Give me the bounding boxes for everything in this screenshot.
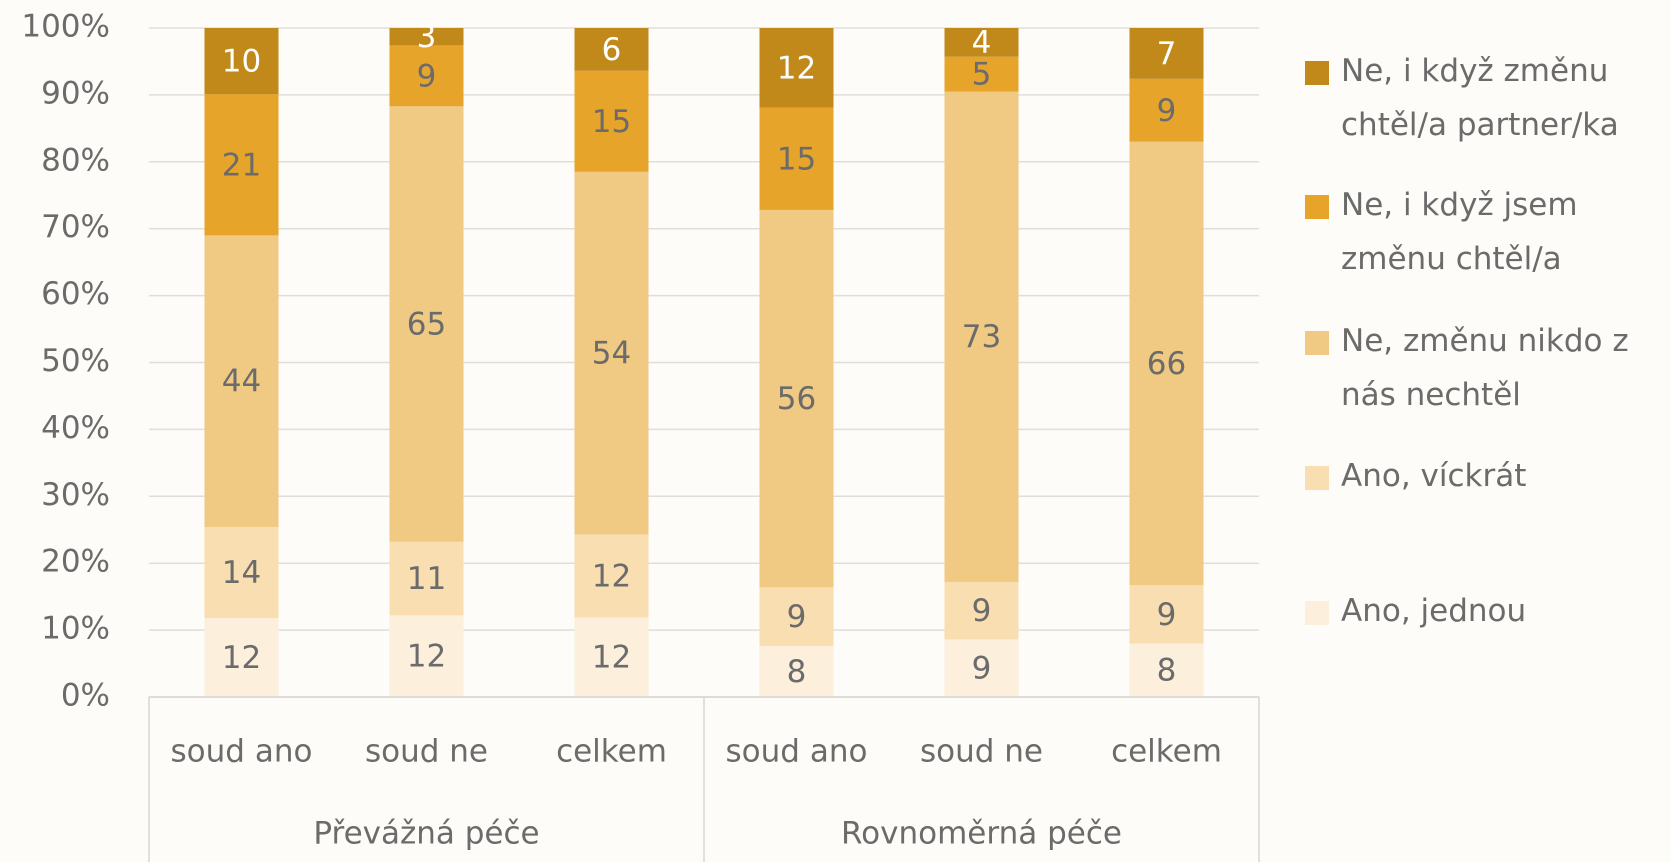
bar-segment (389, 45, 464, 107)
bar-segment (1129, 643, 1204, 697)
data-label: 3 (417, 19, 437, 55)
bar-segment (389, 106, 464, 542)
bar-segment (944, 28, 1019, 57)
y-tick-label: 80% (41, 142, 110, 178)
bar-segment (759, 28, 834, 108)
bar-segment (204, 235, 279, 528)
y-tick-label: 30% (41, 477, 110, 513)
data-label: 10 (222, 44, 261, 80)
data-label: 9 (972, 593, 992, 629)
data-label: 56 (777, 381, 816, 417)
bar-segment (204, 618, 279, 697)
x-tick-label: celkem (556, 734, 667, 770)
data-label: 12 (592, 558, 631, 594)
data-label: 14 (222, 555, 261, 591)
data-label: 15 (592, 104, 631, 140)
data-label: 21 (222, 147, 261, 183)
data-label: 9 (417, 58, 437, 94)
legend-label: Ano, víckrát (1341, 458, 1527, 494)
data-label: 73 (962, 319, 1001, 355)
bar-segment (759, 646, 834, 697)
x-tick-label: celkem (1111, 734, 1222, 770)
legend-swatch (1305, 601, 1329, 625)
bar-segment (1129, 141, 1204, 586)
data-label: 65 (407, 307, 446, 343)
bar-segment (389, 28, 464, 46)
y-tick-label: 70% (41, 209, 110, 245)
bar-segment (204, 94, 279, 236)
y-tick-label: 60% (41, 276, 110, 312)
bar-segment (944, 56, 1019, 92)
y-tick-label: 40% (41, 410, 110, 446)
bar-segment (759, 209, 834, 588)
bar-segment (574, 617, 649, 697)
bar-segment (759, 107, 834, 210)
y-tick-label: 50% (41, 343, 110, 379)
bar-segment (1129, 28, 1204, 79)
bar-segment (389, 541, 464, 616)
bar-segment (759, 587, 834, 647)
bar-segment (574, 70, 649, 172)
data-label: 11 (407, 561, 446, 597)
bar-segment (944, 91, 1019, 582)
bar-segment (389, 615, 464, 697)
legend-swatch (1305, 331, 1329, 355)
data-label: 12 (592, 640, 631, 676)
bar-segment (204, 527, 279, 619)
y-tick-label: 10% (41, 611, 110, 647)
legend-swatch (1305, 195, 1329, 219)
data-label: 9 (972, 651, 992, 687)
legend-label: Ne, i když jsem změnu chtěl/a (1341, 187, 1578, 277)
data-label: 8 (1157, 653, 1177, 689)
x-tick-label: soud ano (726, 734, 868, 770)
y-tick-label: 20% (41, 544, 110, 580)
legend-label: Ne, i když změnu chtěl/a partner/ka (1341, 53, 1619, 143)
bar-segment (944, 639, 1019, 697)
bar-segment (574, 171, 649, 535)
y-tick-label: 0% (61, 678, 110, 714)
group-label: Převážná péče (313, 816, 539, 852)
y-tick-label: 100% (21, 9, 110, 45)
x-tick-label: soud ne (365, 734, 488, 770)
data-label: 15 (777, 141, 816, 177)
data-label: 12 (407, 639, 446, 675)
bar-segment (574, 28, 649, 71)
data-label: 7 (1157, 36, 1177, 72)
data-label: 12 (222, 640, 261, 676)
bar-segment (944, 581, 1019, 640)
y-tick-label: 90% (41, 75, 110, 111)
legend-label: Ne, změnu nikdo z nás nechtěl (1341, 323, 1629, 413)
data-label: 12 (777, 50, 816, 86)
data-label: 4 (972, 25, 992, 61)
data-label: 9 (1157, 93, 1177, 129)
legend-swatch (1305, 61, 1329, 85)
bar-segment (204, 28, 279, 95)
group-label: Rovnoměrná péče (841, 816, 1122, 852)
x-tick-label: soud ano (171, 734, 313, 770)
data-label: 6 (602, 32, 622, 68)
data-label: 66 (1147, 346, 1186, 382)
bar-segment (1129, 78, 1204, 142)
legend-swatch (1305, 466, 1329, 490)
x-tick-label: soud ne (920, 734, 1043, 770)
bar-segment (1129, 585, 1204, 644)
data-label: 9 (1157, 597, 1177, 633)
data-label: 8 (787, 654, 807, 690)
legend-label: Ano, jednou (1341, 593, 1527, 629)
data-label: 5 (972, 57, 992, 93)
bar-segment (574, 534, 649, 618)
data-label: 44 (222, 364, 261, 400)
data-label: 9 (787, 599, 807, 635)
data-label: 54 (592, 336, 631, 372)
